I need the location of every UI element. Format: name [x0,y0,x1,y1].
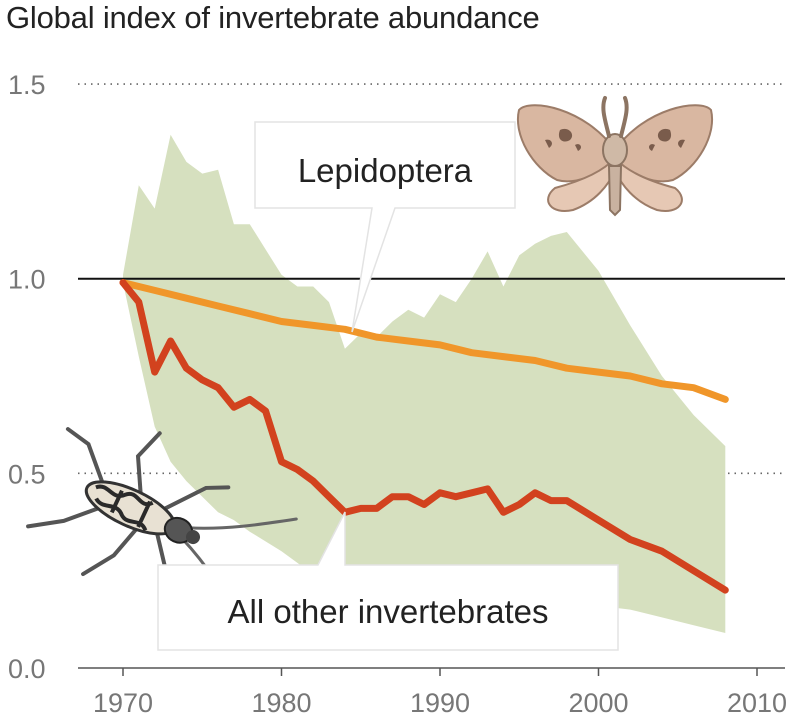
x-tick-label: 1990 [410,688,470,718]
other-invertebrates-series-line [119,279,729,594]
other-invertebrates-label: All other invertebrates [228,593,549,630]
lepidoptera-callout: Lepidoptera [254,121,516,333]
x-tick-label: 1970 [93,688,153,718]
lepidoptera-label: Lepidoptera [298,152,473,189]
x-tick-label: 2000 [568,688,628,718]
y-tick-label: 0.5 [8,459,46,489]
chart-title: Global index of invertebrate abundance [6,0,540,35]
y-tick-label: 1.0 [8,265,46,295]
lepidoptera-series-line [119,279,729,403]
moth-illustration [516,96,714,217]
x-tick-label: 2010 [727,688,787,718]
other-invertebrates-callout: All other invertebrates [157,511,619,651]
y-tick-label: 0.0 [8,654,46,684]
y-tick-label: 1.5 [8,70,46,100]
x-tick-label: 1980 [251,688,311,718]
